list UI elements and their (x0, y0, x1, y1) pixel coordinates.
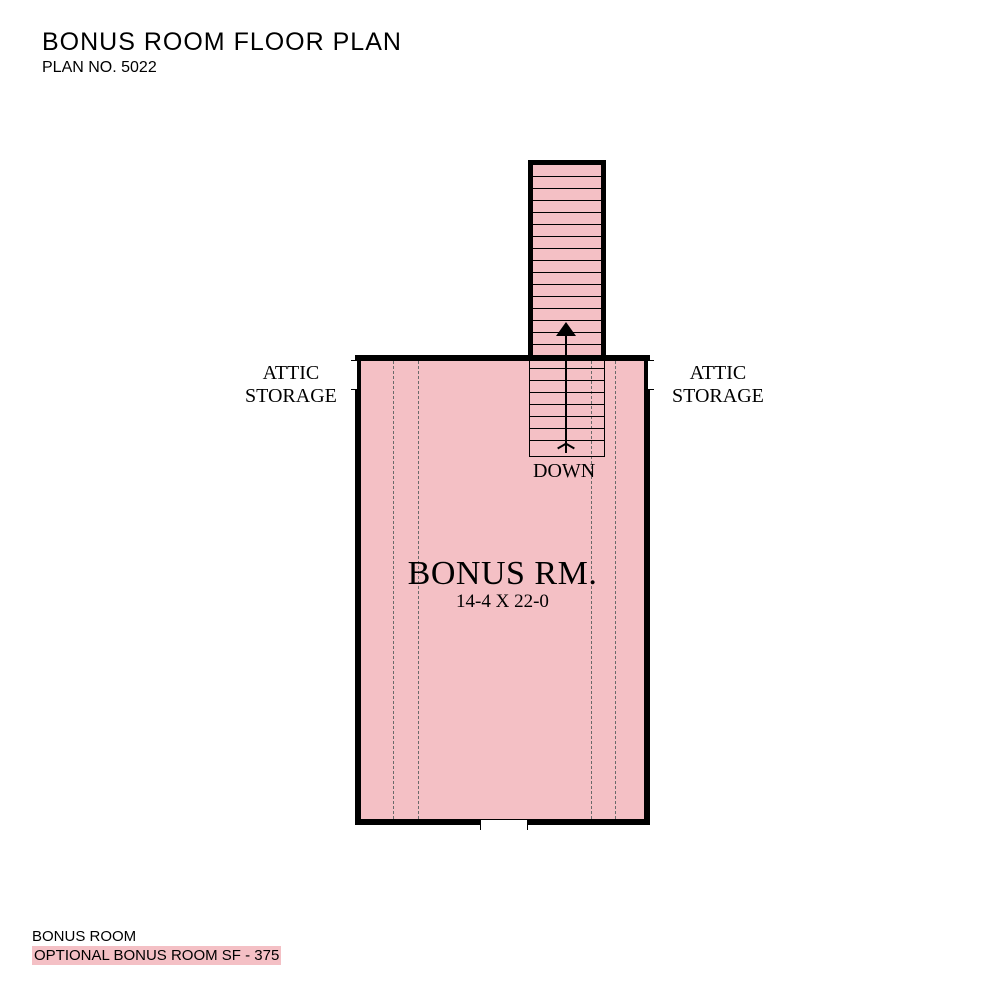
footer-sf-label: OPTIONAL BONUS ROOM SF - 375 (32, 946, 281, 965)
header: BONUS ROOM FLOOR PLAN PLAN NO. 5022 (42, 28, 402, 77)
stair-tread (533, 177, 601, 189)
stair-tread (533, 249, 601, 261)
opening-right (648, 360, 654, 390)
attic-line2: STORAGE (672, 385, 764, 408)
stair-tread (533, 237, 601, 249)
attic-line2: STORAGE (245, 385, 337, 408)
page-title: BONUS ROOM FLOOR PLAN (42, 28, 402, 57)
footer: BONUS ROOM OPTIONAL BONUS ROOM SF - 375 (32, 928, 281, 965)
attic-storage-right-label: ATTIC STORAGE (672, 362, 764, 408)
attic-storage-left-label: ATTIC STORAGE (245, 362, 337, 408)
stair-tread (533, 261, 601, 273)
room-dimensions: 14-4 X 22-0 (355, 591, 650, 613)
stair-landing-treads (529, 357, 605, 441)
stair-tread (533, 273, 601, 285)
room-name: BONUS RM. (355, 555, 650, 593)
stair-tread (533, 201, 601, 213)
footer-room-label: BONUS ROOM (32, 928, 281, 945)
room-label: BONUS RM. 14-4 X 22-0 (355, 555, 650, 613)
floor-plan: ATTIC STORAGE ATTIC STORAGE DOWN BONUS R… (0, 160, 1000, 880)
stair-tread (533, 225, 601, 237)
down-arrow-icon (565, 328, 567, 453)
window-bottom (480, 820, 528, 830)
attic-line1: ATTIC (672, 362, 764, 385)
stair-tread (533, 285, 601, 297)
stair-tread (533, 213, 601, 225)
stair-tread (533, 165, 601, 177)
stair-tread (533, 297, 601, 309)
attic-line1: ATTIC (245, 362, 337, 385)
stair-tread (533, 189, 601, 201)
stair-tread (533, 309, 601, 321)
stairs-down-label: DOWN (533, 460, 595, 483)
plan-number: PLAN NO. 5022 (42, 59, 402, 77)
opening-left (351, 360, 357, 390)
